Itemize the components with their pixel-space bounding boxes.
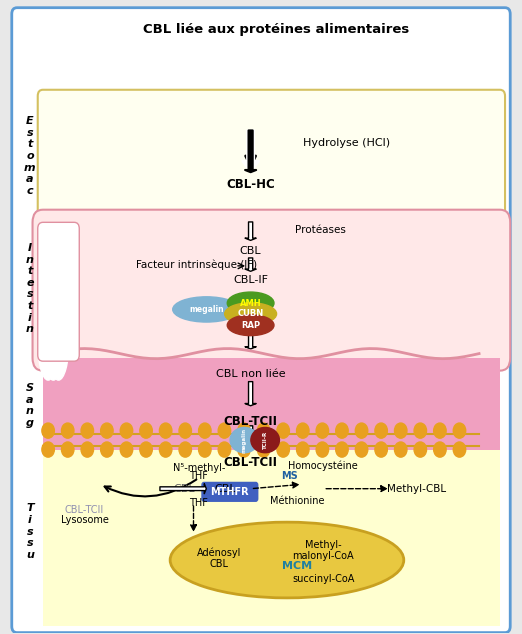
Text: I
n
t
e
s
t
i
n: I n t e s t i n <box>26 243 34 334</box>
Text: CBL-TCII: CBL-TCII <box>65 505 104 515</box>
Text: CUBN: CUBN <box>238 309 264 318</box>
Text: THF: THF <box>189 471 208 481</box>
Circle shape <box>414 423 426 438</box>
Circle shape <box>81 423 93 438</box>
Text: CBL-: CBL- <box>173 484 199 494</box>
Text: CBL-TCII: CBL-TCII <box>223 456 278 469</box>
Text: Hydrolyse (HCl): Hydrolyse (HCl) <box>303 138 389 148</box>
Text: MS: MS <box>281 471 298 481</box>
Circle shape <box>257 442 270 457</box>
Ellipse shape <box>227 292 274 314</box>
Circle shape <box>395 423 407 438</box>
Circle shape <box>159 423 172 438</box>
Text: succinyl-CoA: succinyl-CoA <box>292 574 354 584</box>
Circle shape <box>375 423 387 438</box>
Ellipse shape <box>227 315 274 335</box>
FancyBboxPatch shape <box>38 90 505 226</box>
Circle shape <box>62 423 74 438</box>
Ellipse shape <box>173 297 240 322</box>
Text: Methyl-CBL: Methyl-CBL <box>387 484 446 494</box>
Circle shape <box>179 442 192 457</box>
Circle shape <box>238 423 250 438</box>
Circle shape <box>355 442 368 457</box>
Circle shape <box>414 442 426 457</box>
Text: THF: THF <box>189 498 208 508</box>
Circle shape <box>375 442 387 457</box>
Text: E
s
t
o
m
a
c: E s t o m a c <box>24 116 36 196</box>
Text: megalin: megalin <box>242 427 247 453</box>
Circle shape <box>179 423 192 438</box>
Circle shape <box>218 442 231 457</box>
Text: RAP: RAP <box>241 321 260 330</box>
Circle shape <box>395 442 407 457</box>
Text: N⁵-methyl-: N⁵-methyl- <box>172 463 225 474</box>
FancyBboxPatch shape <box>32 210 510 371</box>
Circle shape <box>434 442 446 457</box>
Text: Facteur intrinsèque (IF): Facteur intrinsèque (IF) <box>136 259 257 270</box>
FancyBboxPatch shape <box>201 482 258 502</box>
Circle shape <box>198 442 211 457</box>
Circle shape <box>316 423 328 438</box>
Ellipse shape <box>43 304 64 380</box>
Circle shape <box>218 423 231 438</box>
Ellipse shape <box>251 427 279 453</box>
Circle shape <box>453 442 466 457</box>
Text: Homocystéine: Homocystéine <box>289 460 358 470</box>
Text: CBL-IF: CBL-IF <box>233 275 268 285</box>
Circle shape <box>336 442 348 457</box>
Circle shape <box>453 423 466 438</box>
Text: MTHFR: MTHFR <box>210 487 249 497</box>
Text: MCM: MCM <box>282 561 312 571</box>
Ellipse shape <box>224 303 277 325</box>
Text: S
a
n
g: S a n g <box>26 383 34 428</box>
Text: megalin: megalin <box>189 305 224 314</box>
Ellipse shape <box>38 304 58 380</box>
Circle shape <box>159 442 172 457</box>
Circle shape <box>277 423 289 438</box>
Text: Adénosyl
CBL: Adénosyl CBL <box>197 547 242 569</box>
Circle shape <box>140 423 152 438</box>
Circle shape <box>120 442 133 457</box>
Text: T
i
s
s
u: T i s s u <box>26 503 34 560</box>
Circle shape <box>277 442 289 457</box>
Ellipse shape <box>170 522 404 598</box>
Circle shape <box>296 423 309 438</box>
Circle shape <box>101 423 113 438</box>
FancyBboxPatch shape <box>43 450 500 626</box>
Text: CBL liée aux protéines alimentaires: CBL liée aux protéines alimentaires <box>144 23 410 36</box>
Text: TCII-R: TCII-R <box>263 431 268 450</box>
Text: CBL: CBL <box>240 246 262 256</box>
Circle shape <box>296 442 309 457</box>
Circle shape <box>257 423 270 438</box>
FancyBboxPatch shape <box>38 223 79 361</box>
Circle shape <box>42 423 54 438</box>
Circle shape <box>101 442 113 457</box>
Circle shape <box>81 442 93 457</box>
Text: CBL-HC: CBL-HC <box>226 178 275 191</box>
Circle shape <box>120 423 133 438</box>
Circle shape <box>42 442 54 457</box>
Text: Méthionine: Méthionine <box>270 496 325 507</box>
Text: AMH: AMH <box>240 299 262 307</box>
Text: Methyl-
malonyl-CoA: Methyl- malonyl-CoA <box>292 540 354 561</box>
Circle shape <box>316 442 328 457</box>
FancyBboxPatch shape <box>43 358 500 450</box>
Circle shape <box>336 423 348 438</box>
Circle shape <box>355 423 368 438</box>
FancyBboxPatch shape <box>12 8 510 633</box>
Circle shape <box>434 423 446 438</box>
Text: CBL-TCII: CBL-TCII <box>223 415 278 428</box>
Text: CBL: CBL <box>214 484 236 494</box>
Circle shape <box>140 442 152 457</box>
Circle shape <box>238 442 250 457</box>
Text: Lysosome: Lysosome <box>61 515 109 525</box>
Text: CBL non liée: CBL non liée <box>216 369 286 378</box>
Circle shape <box>198 423 211 438</box>
Ellipse shape <box>48 304 69 380</box>
Ellipse shape <box>230 427 259 453</box>
Circle shape <box>62 442 74 457</box>
Text: Protéases: Protéases <box>295 225 346 235</box>
